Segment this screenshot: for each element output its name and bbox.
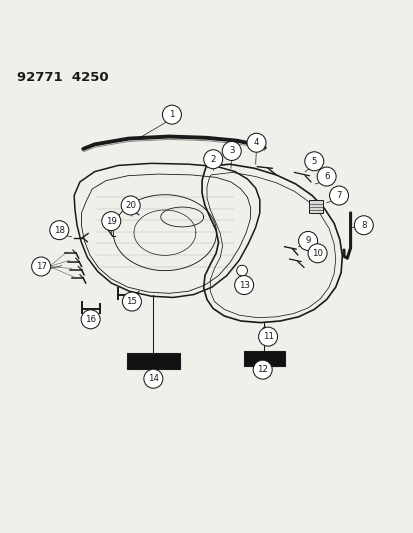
Polygon shape [309,200,323,213]
Circle shape [258,327,277,346]
Text: 16: 16 [85,315,96,324]
Circle shape [31,257,50,276]
Text: 7: 7 [335,191,341,200]
Circle shape [236,265,247,276]
Circle shape [304,152,323,171]
Circle shape [354,216,373,235]
Circle shape [102,212,121,231]
Text: 11: 11 [262,332,273,341]
Circle shape [234,276,253,295]
Text: 10: 10 [311,249,322,258]
Circle shape [253,360,271,379]
Polygon shape [126,353,180,369]
Circle shape [162,105,181,124]
Text: 5: 5 [311,157,316,166]
Circle shape [144,369,162,388]
Circle shape [307,244,326,263]
Text: 2: 2 [210,155,216,164]
Text: 14: 14 [147,374,159,383]
Text: 9: 9 [305,237,310,245]
Text: 15: 15 [126,297,137,306]
Circle shape [247,133,266,152]
Circle shape [122,292,141,311]
Circle shape [316,167,335,186]
Text: 8: 8 [360,221,366,230]
Circle shape [121,196,140,215]
Circle shape [298,231,317,251]
Text: 20: 20 [125,201,136,210]
Text: 1: 1 [169,110,174,119]
Text: 6: 6 [323,172,329,181]
Circle shape [203,150,222,169]
Circle shape [329,186,348,205]
Text: 3: 3 [228,147,234,156]
Text: 4: 4 [253,138,259,147]
Circle shape [222,141,241,160]
Text: 18: 18 [54,225,64,235]
Circle shape [81,310,100,329]
Text: 19: 19 [106,216,116,225]
Text: 92771  4250: 92771 4250 [17,70,109,84]
Text: 17: 17 [36,262,47,271]
Text: 12: 12 [256,365,268,374]
Text: 13: 13 [238,280,249,289]
Polygon shape [244,351,284,366]
Circle shape [50,221,69,240]
